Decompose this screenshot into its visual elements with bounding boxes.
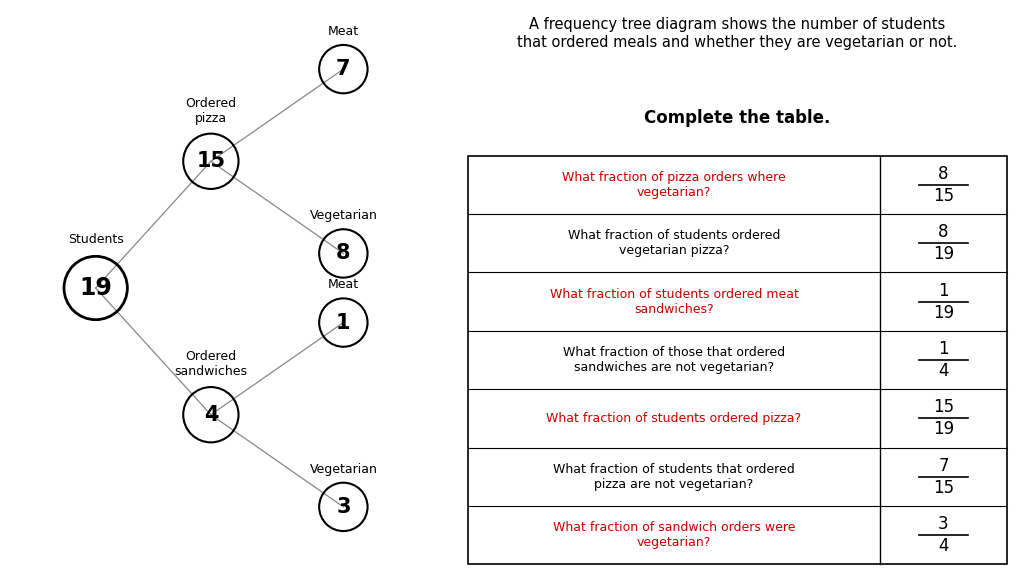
Text: 19: 19 <box>933 304 954 321</box>
Text: Ordered
pizza: Ordered pizza <box>185 97 237 125</box>
Text: What fraction of students that ordered
pizza are not vegetarian?: What fraction of students that ordered p… <box>553 463 795 491</box>
Text: Ordered
sandwiches: Ordered sandwiches <box>174 350 248 378</box>
Text: 15: 15 <box>933 479 954 497</box>
Text: 1: 1 <box>336 313 350 332</box>
Text: 7: 7 <box>336 59 350 79</box>
Text: 4: 4 <box>938 362 948 380</box>
Text: What fraction of students ordered
vegetarian pizza?: What fraction of students ordered vegeta… <box>567 229 780 257</box>
Text: Vegetarian: Vegetarian <box>309 209 377 222</box>
Text: What fraction of students ordered meat
sandwiches?: What fraction of students ordered meat s… <box>550 287 799 316</box>
Text: Vegetarian: Vegetarian <box>309 463 377 476</box>
Text: A frequency tree diagram shows the number of students
that ordered meals and whe: A frequency tree diagram shows the numbe… <box>517 17 957 50</box>
Text: What fraction of pizza orders where
vegetarian?: What fraction of pizza orders where vege… <box>562 170 785 199</box>
Text: 4: 4 <box>204 405 218 425</box>
Text: 19: 19 <box>933 420 954 438</box>
Text: 8: 8 <box>336 244 350 263</box>
Text: 3: 3 <box>336 497 350 517</box>
Text: 15: 15 <box>933 187 954 204</box>
Text: Complete the table.: Complete the table. <box>644 109 830 127</box>
Text: Meat: Meat <box>328 25 359 38</box>
Text: 8: 8 <box>938 223 948 241</box>
Text: 19: 19 <box>79 276 112 300</box>
Text: 4: 4 <box>938 537 948 555</box>
Text: 15: 15 <box>197 151 225 171</box>
Text: 1: 1 <box>938 282 949 300</box>
Text: Meat: Meat <box>328 278 359 291</box>
Text: 15: 15 <box>933 399 954 416</box>
Text: 3: 3 <box>938 516 949 533</box>
Text: 1: 1 <box>938 340 949 358</box>
Text: 7: 7 <box>938 457 948 475</box>
Text: What fraction of those that ordered
sandwiches are not vegetarian?: What fraction of those that ordered sand… <box>563 346 785 374</box>
Text: What fraction of sandwich orders were
vegetarian?: What fraction of sandwich orders were ve… <box>553 521 796 550</box>
Text: 19: 19 <box>933 245 954 263</box>
Text: What fraction of students ordered pizza?: What fraction of students ordered pizza? <box>547 412 802 425</box>
Text: 8: 8 <box>938 165 948 183</box>
Text: Students: Students <box>68 233 124 246</box>
Bar <box>468 156 1007 564</box>
